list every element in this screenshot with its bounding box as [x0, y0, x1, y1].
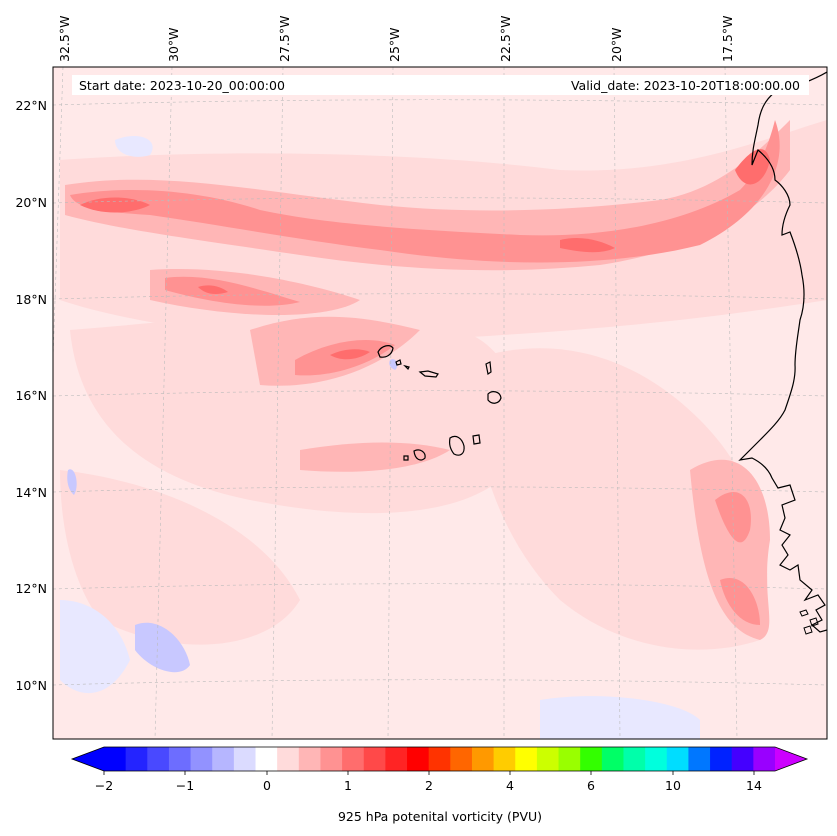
colorbar-segment	[385, 747, 408, 771]
cb-tick-2: 0	[263, 778, 271, 793]
lat-label-14n: 14°N	[15, 485, 47, 500]
lat-label-16n: 16°N	[15, 388, 47, 403]
colorbar-segment	[125, 747, 148, 771]
cb-tick-1: −1	[176, 778, 194, 793]
island-santo-antao	[377, 345, 394, 358]
lon-label-25w: 25°W	[387, 27, 402, 62]
colorbar-segment	[580, 747, 603, 771]
lat-label-12n: 12°N	[15, 581, 47, 596]
colorbar-segment	[493, 747, 516, 771]
colorbar-segment	[601, 747, 625, 771]
lat-label-10n: 10°N	[15, 678, 47, 693]
cb-tick-0: −2	[95, 778, 113, 793]
colorbar-segment	[645, 747, 668, 771]
colorbar-segment	[558, 747, 581, 771]
map-frame	[52, 66, 828, 740]
colorbar-segment	[277, 747, 300, 771]
cb-tick-4: 2	[425, 778, 433, 793]
island-sal	[485, 361, 492, 375]
colorbar-segment	[428, 747, 451, 771]
colorbar-segment	[320, 747, 343, 771]
colorbar-segment	[515, 747, 538, 771]
cb-tick-6: 6	[587, 778, 595, 793]
lat-label-20n: 20°N	[15, 195, 47, 210]
lon-label-20w: 20°W	[609, 27, 624, 62]
colorbar-segment	[168, 747, 192, 771]
colorbar-segment	[753, 747, 776, 771]
pv-shading-strong	[70, 120, 780, 625]
lon-label-27-5w: 27.5°W	[277, 16, 292, 62]
colorbar-ticks	[103, 771, 755, 775]
cb-tick-7: 10	[665, 778, 681, 793]
colorbar-segment	[363, 747, 386, 771]
colorbar-label: 925 hPa potenital vorticity (PVU)	[338, 809, 542, 824]
colorbar-segment	[710, 747, 733, 771]
africa-coastline	[738, 71, 827, 633]
colorbar-under-triangle	[72, 747, 104, 771]
island-santiago	[449, 435, 465, 456]
start-date-label: Start date: 2023-10-20_00:00:00	[79, 78, 285, 93]
island-brava	[403, 455, 409, 461]
valid-date-label: Valid_date: 2023-10-20T18:00:00.00	[571, 78, 800, 93]
colorbar: −2 −1 0 1 2 4 6 10 14 925 hPa potenital …	[70, 746, 809, 824]
lon-label-32-5w: 32.5°W	[57, 16, 72, 62]
colorbar-segment	[666, 747, 690, 771]
island-santa-luzia	[403, 364, 410, 371]
latitude-labels: 22°N 20°N 18°N 16°N 14°N 12°N 10°N	[15, 98, 47, 693]
colorbar-segment	[688, 747, 711, 771]
longitude-labels: 32.5°W 30°W 27.5°W 25°W 22.5°W 20°W 17.5…	[57, 16, 735, 62]
cabo-verde-islands	[377, 345, 502, 461]
cb-tick-3: 1	[344, 778, 352, 793]
colorbar-segment	[623, 747, 646, 771]
island-sao-vicente	[395, 359, 402, 366]
island-fogo	[413, 449, 426, 461]
colorbar-segment	[342, 747, 365, 771]
colorbar-over-triangle	[775, 747, 807, 771]
island-boa-vista	[487, 391, 502, 404]
coast-island-bijagos	[799, 609, 819, 635]
colorbar-segment	[471, 747, 495, 771]
colorbar-segment	[190, 747, 213, 771]
colorbar-segment	[233, 747, 257, 771]
island-sao-nicolau	[418, 370, 439, 378]
info-box	[72, 75, 809, 95]
colorbar-segment	[212, 747, 235, 771]
colorbar-segment	[255, 747, 278, 771]
graticule	[53, 67, 827, 739]
lat-label-22n: 22°N	[15, 98, 47, 113]
colorbar-segment	[298, 747, 322, 771]
lat-label-18n: 18°N	[15, 292, 47, 307]
map-panel	[53, 67, 827, 739]
colorbar-segment	[450, 747, 473, 771]
colorbar-segment	[536, 747, 560, 771]
colorbar-segment	[104, 747, 127, 771]
colorbar-segments	[104, 747, 776, 771]
cb-tick-5: 4	[506, 778, 514, 793]
cb-tick-8: 14	[746, 778, 762, 793]
lon-label-30w: 30°W	[166, 27, 181, 62]
colorbar-segment	[731, 747, 754, 771]
colorbar-segment	[147, 747, 170, 771]
lon-label-17-5w: 17.5°W	[720, 16, 735, 62]
lon-label-22-5w: 22.5°W	[498, 16, 513, 62]
island-maio	[472, 434, 481, 445]
colorbar-segment	[407, 747, 430, 771]
